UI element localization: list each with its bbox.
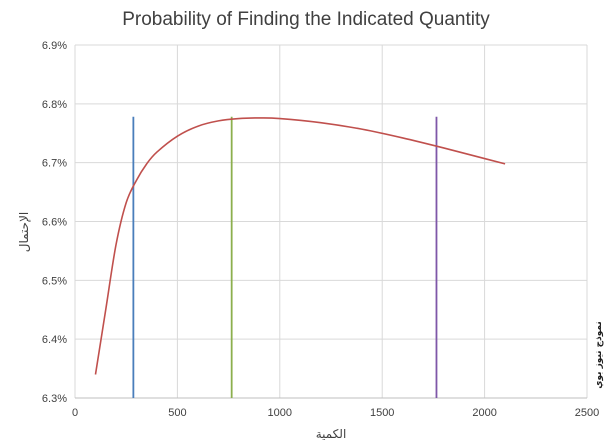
x-tick-label: 2500 <box>575 407 599 419</box>
x-tick-label: 1000 <box>268 407 292 419</box>
y-tick-label: 6.6% <box>42 217 67 229</box>
grid <box>74 44 588 399</box>
marker-lines <box>132 116 438 398</box>
chart-title: Probability of Finding the Indicated Qua… <box>122 9 490 30</box>
series-line <box>94 117 506 375</box>
side-note: نموذج نيوز بوي <box>594 321 604 389</box>
x-axis-label: الكمية <box>316 427 347 441</box>
y-tick-label: 6.7% <box>42 158 67 170</box>
series <box>94 117 506 375</box>
axes: 6.3% 6.4% 6.5% 6.6% 6.7% 6.8% 6.9% 0 500 1000 1500… <box>42 40 599 419</box>
y-tick-label: 6.5% <box>42 275 67 287</box>
x-tick-label: 2000 <box>472 407 496 419</box>
y-tick-label: 6.9% <box>42 40 67 52</box>
y-tick-label: 6.4% <box>42 334 67 346</box>
x-tick-label: 500 <box>168 407 186 419</box>
x-tick-label: 0 <box>72 407 78 419</box>
x-tick-label: 1500 <box>370 407 394 419</box>
y-tick-label: 6.3% <box>42 393 67 405</box>
y-tick-label: 6.8% <box>42 99 67 111</box>
y-axis-label: الإحتمال <box>17 212 31 253</box>
